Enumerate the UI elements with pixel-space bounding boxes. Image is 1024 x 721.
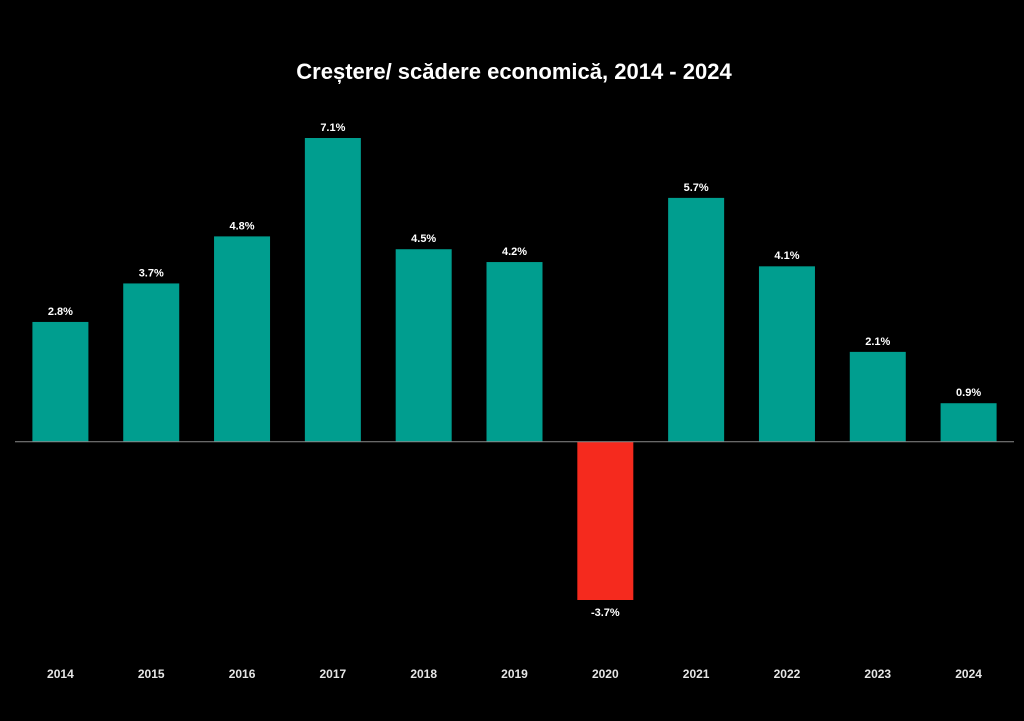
x-tick-label: 2015 bbox=[138, 667, 165, 681]
x-tick-label: 2018 bbox=[410, 667, 437, 681]
bar bbox=[668, 197, 725, 442]
x-tick-label: 2019 bbox=[501, 667, 528, 681]
bar bbox=[304, 138, 361, 442]
bar bbox=[395, 249, 452, 442]
chart-title: Creștere/ scădere economică, 2014 - 2024 bbox=[296, 59, 732, 84]
bar bbox=[940, 403, 997, 442]
value-label: 2.8% bbox=[48, 306, 73, 318]
x-tick-label: 2016 bbox=[229, 667, 256, 681]
bar bbox=[123, 283, 180, 442]
bar bbox=[486, 262, 543, 442]
value-label: -3.7% bbox=[591, 607, 620, 619]
bar bbox=[577, 441, 634, 600]
x-tick-label: 2022 bbox=[774, 667, 801, 681]
bar bbox=[849, 351, 906, 442]
value-label: 3.7% bbox=[139, 267, 164, 279]
value-label: 4.1% bbox=[774, 250, 799, 262]
value-label: 0.9% bbox=[956, 387, 981, 399]
x-tick-label: 2024 bbox=[955, 667, 982, 681]
x-tick-label: 2014 bbox=[47, 667, 74, 681]
value-label: 4.2% bbox=[502, 246, 527, 258]
value-label: 4.5% bbox=[411, 233, 436, 245]
x-tick-label: 2023 bbox=[864, 667, 891, 681]
value-label: 7.1% bbox=[320, 122, 345, 134]
bar bbox=[758, 266, 815, 442]
x-tick-label: 2020 bbox=[592, 667, 619, 681]
x-tick-label: 2021 bbox=[683, 667, 710, 681]
value-label: 4.8% bbox=[230, 220, 255, 232]
value-label: 5.7% bbox=[684, 182, 709, 194]
bar bbox=[32, 321, 89, 442]
bar bbox=[214, 236, 271, 442]
value-label: 2.1% bbox=[865, 336, 890, 348]
x-tick-label: 2017 bbox=[320, 667, 347, 681]
